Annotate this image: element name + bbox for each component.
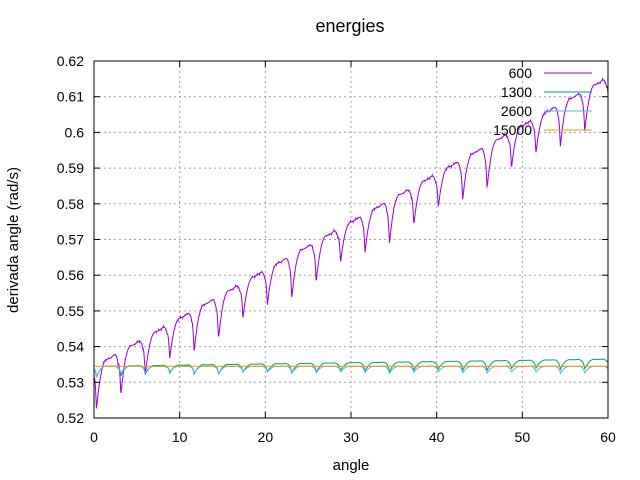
series-line-1300 xyxy=(93,358,609,378)
x-tick-label: 20 xyxy=(258,429,274,445)
y-tick-label: 0.54 xyxy=(57,339,84,355)
y-tick-label: 0.6 xyxy=(65,124,85,140)
legend: 600 1300 2600 15000 xyxy=(493,65,592,138)
y-tick-label: 0.56 xyxy=(57,267,84,283)
legend-label: 1300 xyxy=(501,84,532,100)
chart-title: energies xyxy=(315,16,384,36)
x-axis-title: angle xyxy=(333,457,370,474)
x-tick-label: 50 xyxy=(515,429,531,445)
plot-area xyxy=(93,77,609,409)
x-tick-label: 60 xyxy=(600,429,616,445)
grid xyxy=(94,61,608,418)
x-tick-label: 10 xyxy=(172,429,188,445)
y-axis-title: derivada angle (rad/s) xyxy=(5,167,22,313)
y-tick-label: 0.52 xyxy=(57,410,84,426)
axis-ticks: 0 10 20 30 40 50 60 0.52 0.53 0.54 0.55 0.56 0.57 0.5… xyxy=(57,53,616,445)
y-tick-label: 0.55 xyxy=(57,303,84,319)
legend-label: 600 xyxy=(509,65,533,81)
y-tick-label: 0.59 xyxy=(57,160,84,176)
x-tick-label: 0 xyxy=(90,429,98,445)
series-line-600 xyxy=(93,77,609,409)
x-tick-label: 30 xyxy=(343,429,359,445)
legend-label: 2600 xyxy=(501,103,532,119)
y-tick-label: 0.58 xyxy=(57,196,84,212)
x-tick-label: 40 xyxy=(429,429,445,445)
legend-label: 15000 xyxy=(493,122,532,138)
y-tick-label: 0.57 xyxy=(57,232,84,248)
y-tick-label: 0.61 xyxy=(57,89,84,105)
y-tick-label: 0.53 xyxy=(57,374,84,390)
y-tick-label: 0.62 xyxy=(57,53,84,69)
